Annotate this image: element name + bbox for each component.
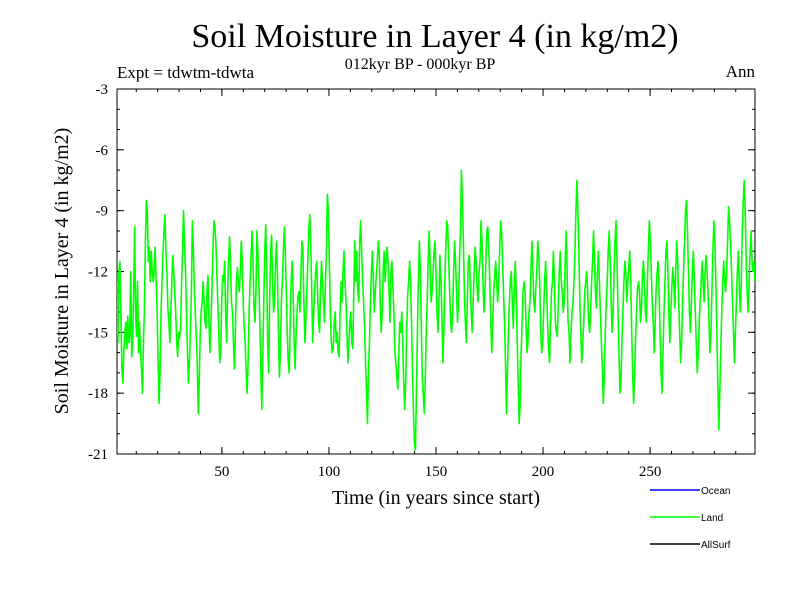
x-tick-label: 100 [318,464,341,480]
y-axis-ticks: -3 -6 -9 -12 -15 -18 -21 [88,82,755,463]
legend: Ocean Land AllSurf [650,486,731,551]
period-note: Ann [726,62,756,81]
legend-label: Land [701,513,723,524]
series-layer [117,169,755,451]
x-tick-label: 50 [214,464,229,480]
y-tick-label: -3 [96,82,109,98]
y-tick-label: -6 [96,143,109,159]
y-tick-label: -9 [96,204,109,220]
x-axis-ticks: 50 100 150 200 250 [135,89,737,480]
experiment-note: Expt = tdwtm-tdwta [117,63,255,82]
x-axis-label: Time (in years since start) [332,487,540,509]
series-line-land [117,169,755,451]
legend-label: Ocean [701,486,730,497]
legend-label: AllSurf [701,540,731,551]
chart-subtitle: 012kyr BP - 000kyr BP [345,56,496,73]
y-axis-label: Soil Moisture in Layer 4 (in kg/m2) [51,128,73,415]
x-tick-label: 200 [532,464,555,480]
x-tick-label: 150 [425,464,448,480]
y-tick-label: -18 [88,386,108,402]
y-tick-label: -12 [88,265,108,281]
x-tick-label: 250 [639,464,662,480]
y-tick-label: -21 [88,447,108,463]
y-tick-label: -15 [88,325,108,341]
chart-title: Soil Moisture in Layer 4 (in kg/m2) [191,18,678,55]
